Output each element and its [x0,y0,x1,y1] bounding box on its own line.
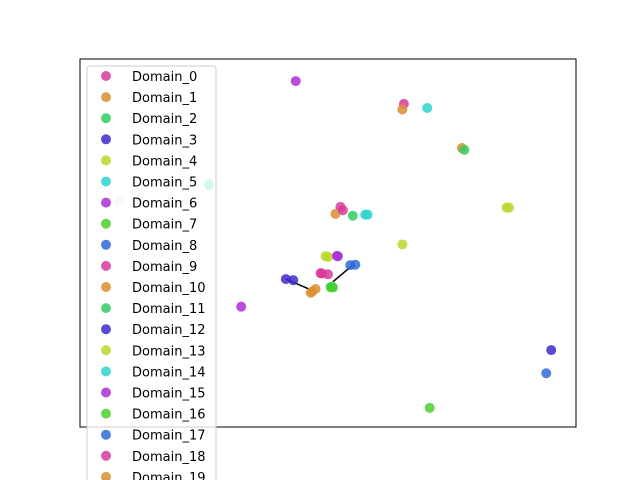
legend-label-domain-9: Domain_9 [132,260,197,275]
legend-box [86,65,217,480]
legend-marker-domain-5 [101,176,111,187]
legend-marker-domain-16 [101,408,111,419]
legend-label-domain-1: Domain_1 [132,91,197,106]
legend-marker-domain-15 [101,387,111,398]
legend-label-domain-6: Domain_6 [132,197,197,212]
legend-label-domain-18: Domain_18 [132,450,206,465]
legend-label-domain-8: Domain_8 [132,239,197,254]
legend-label-domain-13: Domain_13 [132,344,206,359]
point-domain-6-1 [236,301,247,312]
legend-marker-domain-11 [101,303,111,314]
point-domain-2-1 [459,144,470,155]
point-domain-3-1 [288,275,299,286]
point-domain-18-0 [323,269,333,280]
legend-marker-domain-9 [101,260,111,271]
legend-marker-domain-8 [101,239,111,250]
point-domain-5-0 [422,102,433,113]
legend-label-domain-5: Domain_5 [132,176,197,191]
point-domain-3-0 [280,274,291,285]
legend-marker-domain-6 [101,197,111,208]
point-domain-4-0 [397,239,408,250]
point-domain-15-0 [331,250,342,261]
legend: Domain_0 Domain_1 Domain_2 Domain_3 Domain_4… [86,65,217,480]
legend-label-domain-15: Domain_15 [132,387,206,402]
legend-label-domain-2: Domain_2 [132,112,197,127]
legend-label-domain-16: Domain_16 [132,408,206,423]
legend-label-domain-7: Domain_7 [132,218,197,233]
point-domain-1-2 [330,208,341,219]
point-domain-7-0 [424,402,435,413]
legend-marker-domain-18 [101,450,111,461]
legend-marker-domain-19 [101,471,111,480]
legend-marker-domain-2 [101,113,111,124]
point-domain-9-1 [337,205,348,216]
legend-marker-domain-12 [101,324,111,335]
point-domain-14-0 [362,209,373,220]
legend-marker-domain-14 [101,366,111,377]
point-domain-2-2 [347,210,358,221]
legend-label-domain-4: Domain_4 [132,154,197,169]
legend-marker-domain-4 [101,155,111,166]
point-domain-17-0 [345,260,356,271]
legend-label-domain-11: Domain_11 [132,302,206,317]
legend-label-domain-14: Domain_14 [132,365,206,380]
legend-marker-domain-1 [101,92,111,103]
point-domain-19-0 [307,286,318,297]
axes-frame [79,58,577,428]
legend-marker-domain-10 [101,282,111,292]
point-domain-13-0 [504,202,515,213]
legend-label-domain-0: Domain_0 [132,70,197,85]
point-domain-13-1 [320,251,331,262]
legend-label-domain-10: Domain_10 [132,281,206,296]
legend-marker-domain-0 [101,71,111,81]
point-domain-6-0 [290,76,301,87]
legend-label-domain-17: Domain_17 [132,429,206,444]
legend-marker-domain-13 [101,345,111,356]
legend-marker-domain-17 [101,429,111,440]
point-domain-16-0 [327,282,338,293]
point-domain-12-0 [546,345,557,356]
legend-label-domain-19: Domain_19 [132,471,206,480]
legend-marker-domain-3 [101,134,111,145]
point-domain-1-0 [397,104,408,115]
legend-label-domain-3: Domain_3 [132,133,197,148]
legend-marker-domain-7 [101,218,111,229]
point-domain-8-0 [541,368,552,379]
legend-label-domain-12: Domain_12 [132,323,206,338]
